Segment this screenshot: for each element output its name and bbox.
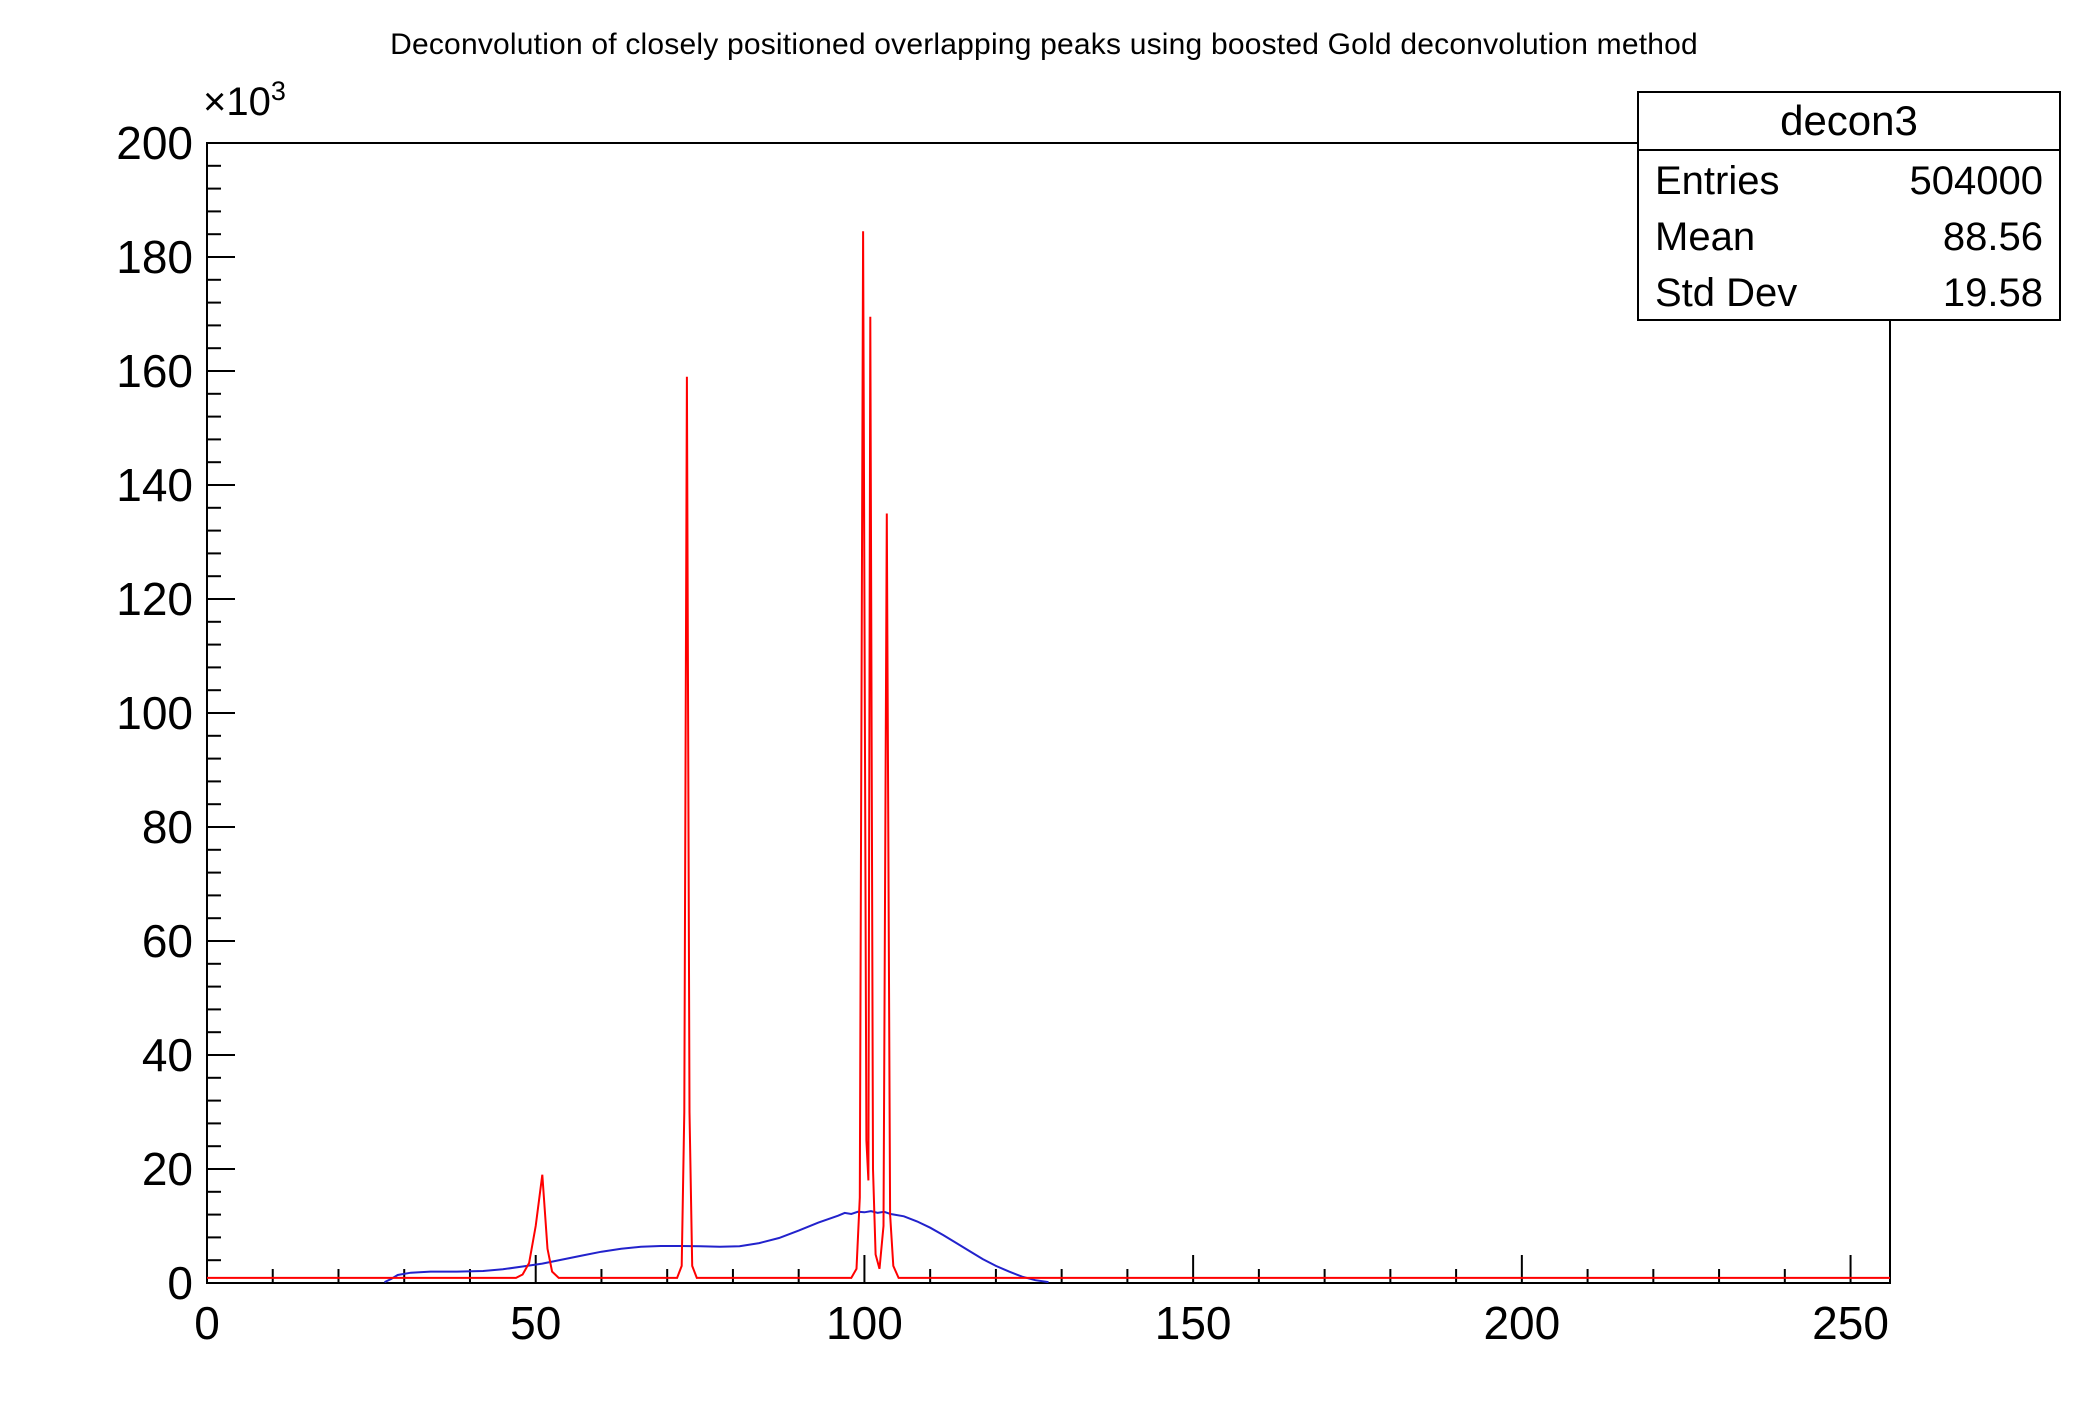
- stats-mean-label: Mean: [1655, 215, 1756, 260]
- svg-text:100: 100: [826, 1297, 903, 1349]
- svg-text:60: 60: [142, 915, 193, 967]
- svg-text:80: 80: [142, 801, 193, 853]
- stats-row-entries: Entries 504000: [1639, 151, 2059, 207]
- svg-text:40: 40: [142, 1029, 193, 1081]
- stats-entries-label: Entries: [1655, 159, 1780, 204]
- y-scale-base: ×10: [203, 80, 271, 124]
- series-source: [384, 1210, 1049, 1284]
- axis-tick-labels: 0 50 100 150 200 250 0 20 40 60 80 100 120 140 160 180 2…: [116, 117, 1889, 1349]
- svg-text:0: 0: [167, 1257, 193, 1309]
- y-axis-scale-label: ×103: [203, 76, 286, 125]
- svg-text:20: 20: [142, 1143, 193, 1195]
- chart-title: Deconvolution of closely positioned over…: [390, 28, 1698, 61]
- stats-mean-value: 88.56: [1942, 215, 2043, 260]
- svg-text:250: 250: [1812, 1297, 1889, 1349]
- y-scale-exponent: 3: [270, 76, 286, 106]
- svg-text:200: 200: [1483, 1297, 1560, 1349]
- stats-stddev-label: Std Dev: [1655, 271, 1798, 316]
- svg-text:160: 160: [116, 345, 193, 397]
- stats-row-stddev: Std Dev 19.58: [1639, 263, 2059, 319]
- stats-entries-value: 504000: [1909, 159, 2043, 204]
- svg-text:0: 0: [194, 1297, 220, 1349]
- svg-text:120: 120: [116, 573, 193, 625]
- svg-text:200: 200: [116, 117, 193, 169]
- svg-text:50: 50: [510, 1297, 561, 1349]
- stats-stddev-value: 19.58: [1942, 271, 2043, 316]
- svg-text:140: 140: [116, 459, 193, 511]
- svg-text:180: 180: [116, 231, 193, 283]
- svg-text:100: 100: [116, 687, 193, 739]
- svg-text:150: 150: [1155, 1297, 1232, 1349]
- y-axis: [207, 142, 235, 1284]
- series-deconvolution: [207, 231, 1890, 1279]
- stats-box-title: decon3: [1639, 93, 2059, 152]
- stats-box: decon3 Entries 504000 Mean 88.56 Std Dev…: [1637, 91, 2061, 322]
- stats-row-mean: Mean 88.56: [1639, 207, 2059, 263]
